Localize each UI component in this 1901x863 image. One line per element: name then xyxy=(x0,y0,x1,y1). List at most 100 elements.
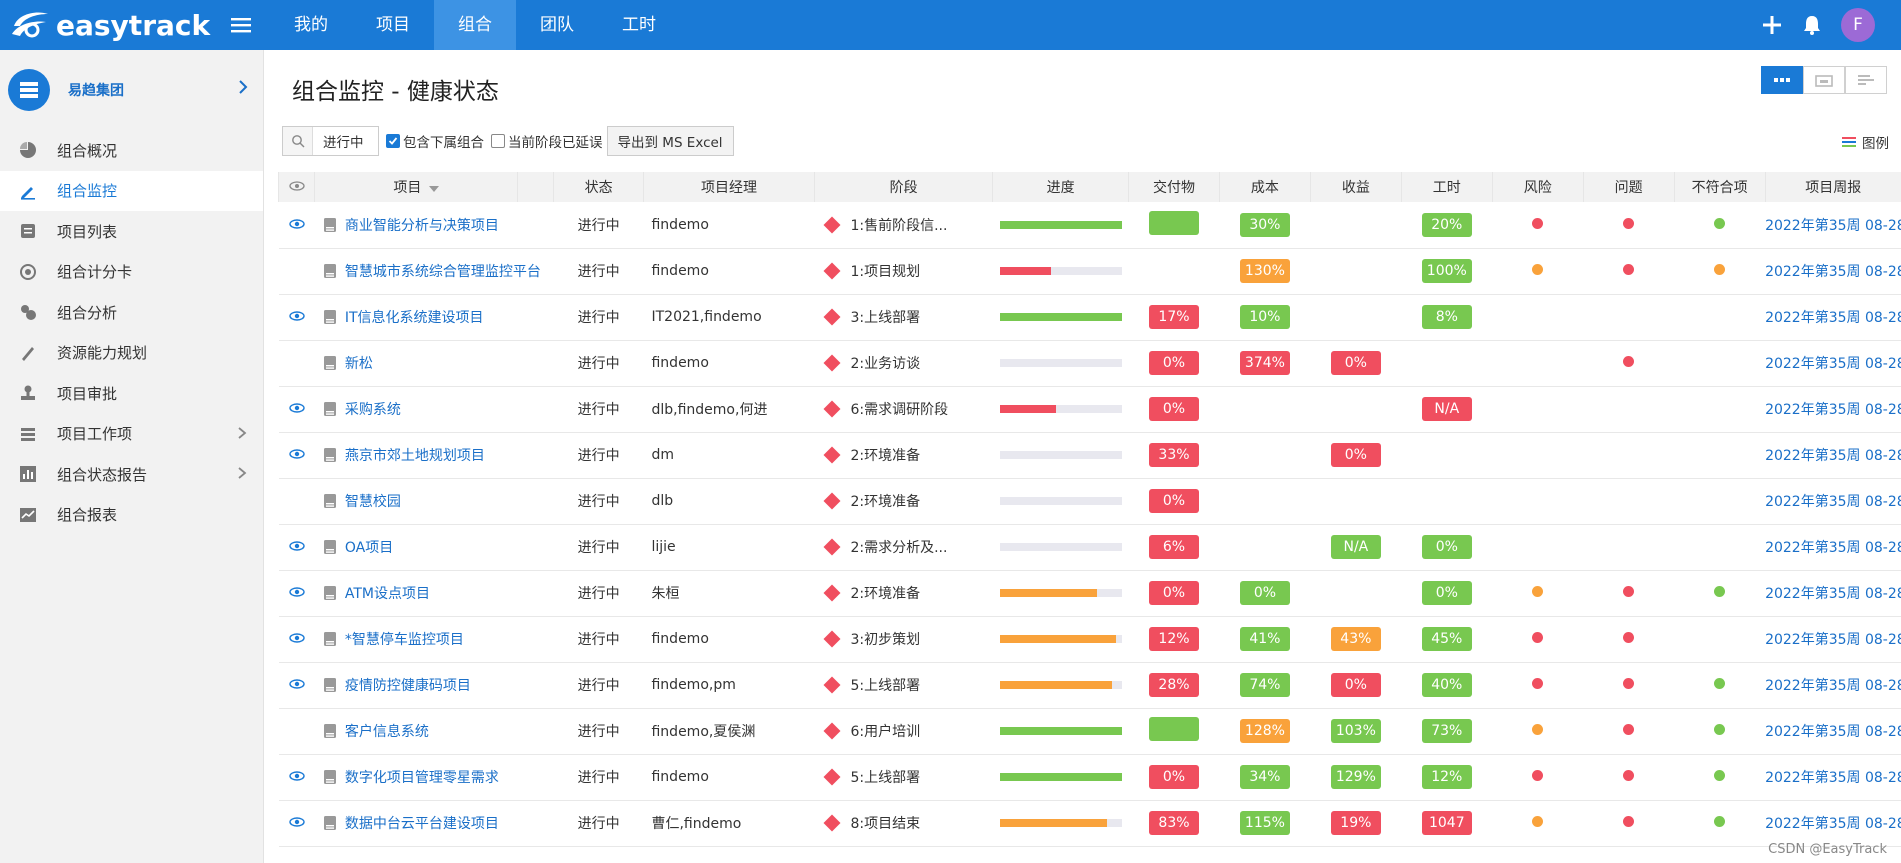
cost-badge[interactable]: 130% xyxy=(1239,259,1290,283)
col-header-project[interactable]: 项目 xyxy=(314,172,518,202)
hours-badge[interactable]: 0% xyxy=(1421,535,1472,559)
deliverables-badge[interactable]: 28% xyxy=(1148,673,1199,697)
weekly-report-link[interactable]: 2022年第35周 08-28 xyxy=(1765,724,1901,740)
sidebar-item[interactable]: 项目工作项 xyxy=(0,414,263,455)
stage-label[interactable]: 5:上线部署 xyxy=(850,770,921,786)
project-link[interactable]: *智慧停车监控项目 xyxy=(323,629,554,649)
col-header-issue[interactable]: 问题 xyxy=(1582,172,1675,202)
eye-icon[interactable] xyxy=(288,587,305,597)
issue-status-dot[interactable] xyxy=(1623,724,1635,735)
nav-tab[interactable]: 团队 xyxy=(540,15,574,35)
issue-status-dot[interactable] xyxy=(1623,816,1635,827)
eye-icon[interactable] xyxy=(288,541,305,551)
col-header-cost[interactable]: 成本 xyxy=(1218,172,1311,202)
sidebar-item[interactable]: 项目审批 xyxy=(0,373,263,414)
deliverables-badge[interactable]: 0% xyxy=(1148,397,1199,421)
eye-icon[interactable] xyxy=(288,311,305,321)
issue-status-dot[interactable] xyxy=(1623,770,1635,781)
project-link[interactable]: 商业智能分析与决策项目 xyxy=(323,215,554,235)
risk-status-dot[interactable] xyxy=(1532,586,1544,597)
hours-badge[interactable]: 1047 xyxy=(1421,811,1472,835)
hours-badge[interactable]: 73% xyxy=(1421,719,1472,743)
view-gantt-button[interactable] xyxy=(1845,66,1887,94)
export-excel-button[interactable]: 导出到 MS Excel xyxy=(606,126,734,156)
cost-badge[interactable]: 128% xyxy=(1239,719,1290,743)
hours-badge[interactable]: 20% xyxy=(1421,212,1472,237)
eye-icon[interactable] xyxy=(288,449,305,459)
cost-badge[interactable]: 41% xyxy=(1239,627,1290,651)
stage-label[interactable]: 3:上线部署 xyxy=(850,310,921,326)
project-link[interactable]: ATM设点项目 xyxy=(323,583,554,603)
issue-status-dot[interactable] xyxy=(1623,632,1635,643)
stage-label[interactable]: 2:需求分析及... xyxy=(850,540,948,556)
easytrack-logo[interactable]: easytrack xyxy=(10,5,210,45)
weekly-report-link[interactable]: 2022年第35周 08-28 xyxy=(1765,217,1901,234)
sidebar-item[interactable]: 资源能力规划 xyxy=(0,333,263,374)
project-link[interactable]: 智慧城市系统综合管理监控平台 xyxy=(323,261,554,281)
stage-label[interactable]: 5:上线部署 xyxy=(850,678,921,694)
benefit-badge[interactable]: 0% xyxy=(1330,673,1381,697)
deliverables-badge[interactable]: 0% xyxy=(1148,489,1199,513)
project-link[interactable]: 燕京市郊土地规划项目 xyxy=(323,445,554,465)
view-table-button[interactable] xyxy=(1761,66,1803,94)
benefit-badge[interactable]: 129% xyxy=(1330,765,1381,789)
stage-label[interactable]: 2:业务访谈 xyxy=(850,356,921,372)
col-header-nonconformance[interactable]: 不符合项 xyxy=(1673,172,1766,202)
stage-label[interactable]: 6:需求调研阶段 xyxy=(850,402,949,418)
eye-icon[interactable] xyxy=(288,771,305,781)
eye-column-header[interactable] xyxy=(277,172,315,202)
nonconformance-status-dot[interactable] xyxy=(1714,586,1726,597)
project-link[interactable]: 数据中台云平台建设项目 xyxy=(323,813,554,833)
weekly-report-link[interactable]: 2022年第35周 08-28 xyxy=(1765,310,1901,326)
nonconformance-status-dot[interactable] xyxy=(1714,724,1726,735)
risk-status-dot[interactable] xyxy=(1532,816,1544,827)
weekly-report-link[interactable]: 2022年第35周 08-28 xyxy=(1765,632,1901,648)
hours-badge[interactable]: 8% xyxy=(1421,305,1472,329)
weekly-report-link[interactable]: 2022年第35周 08-28 xyxy=(1765,770,1901,786)
sidebar-item[interactable]: 组合报表 xyxy=(0,495,263,536)
project-link[interactable]: 客户信息系统 xyxy=(323,721,554,741)
nav-tab[interactable]: 工时 xyxy=(622,15,656,35)
weekly-report-link[interactable]: 2022年第35周 08-28 xyxy=(1765,540,1901,556)
stage-label[interactable]: 2:环境准备 xyxy=(850,494,921,510)
deliverables-badge[interactable]: 0% xyxy=(1148,581,1199,605)
eye-icon[interactable] xyxy=(288,679,305,689)
user-avatar[interactable]: F xyxy=(1841,8,1875,42)
nonconformance-status-dot[interactable] xyxy=(1714,770,1726,781)
sidebar-item[interactable]: 项目列表 xyxy=(0,211,263,252)
benefit-badge[interactable]: 0% xyxy=(1330,351,1381,375)
issue-status-dot[interactable] xyxy=(1623,678,1635,689)
include-sub-checkbox[interactable]: 包含下属组合 xyxy=(386,131,484,151)
stage-label[interactable]: 8:项目结束 xyxy=(850,816,921,832)
deliverables-badge[interactable]: 33% xyxy=(1148,443,1199,467)
project-link[interactable]: 新松 xyxy=(323,353,554,373)
stage-label[interactable]: 2:环境准备 xyxy=(850,448,921,464)
hours-badge[interactable]: 100% xyxy=(1421,259,1472,283)
deliverables-badge[interactable]: 0% xyxy=(1148,765,1199,789)
col-header-manager[interactable]: 项目经理 xyxy=(642,172,815,202)
nav-tab[interactable]: 我的 xyxy=(294,15,328,35)
risk-status-dot[interactable] xyxy=(1532,264,1544,275)
nav-tab[interactable]: 组合 xyxy=(434,0,516,50)
weekly-report-link[interactable]: 2022年第35周 08-28 xyxy=(1765,678,1901,694)
status-filter[interactable] xyxy=(282,126,379,156)
eye-icon[interactable] xyxy=(288,817,305,827)
cost-badge[interactable]: 34% xyxy=(1239,765,1290,789)
nonconformance-status-dot[interactable] xyxy=(1714,217,1726,229)
risk-status-dot[interactable] xyxy=(1532,770,1544,781)
cost-badge[interactable]: 30% xyxy=(1239,212,1290,237)
eye-icon[interactable] xyxy=(288,403,305,413)
issue-status-dot[interactable] xyxy=(1623,586,1635,597)
sidebar-item[interactable]: 组合计分卡 xyxy=(0,252,263,293)
stage-label[interactable]: 2:环境准备 xyxy=(850,586,921,602)
notification-bell-icon[interactable] xyxy=(1793,0,1831,50)
cost-badge[interactable]: 74% xyxy=(1239,673,1290,697)
nonconformance-status-dot[interactable] xyxy=(1714,264,1726,275)
hours-badge[interactable]: 0% xyxy=(1421,581,1472,605)
benefit-badge[interactable]: N/A xyxy=(1330,535,1381,559)
deliverables-badge[interactable]: 17% xyxy=(1148,305,1199,329)
legend-button[interactable]: 图例 xyxy=(1842,132,1889,152)
stage-label[interactable]: 6:用户培训 xyxy=(850,724,921,740)
benefit-badge[interactable]: 43% xyxy=(1330,627,1381,651)
nonconformance-status-dot[interactable] xyxy=(1714,816,1726,827)
